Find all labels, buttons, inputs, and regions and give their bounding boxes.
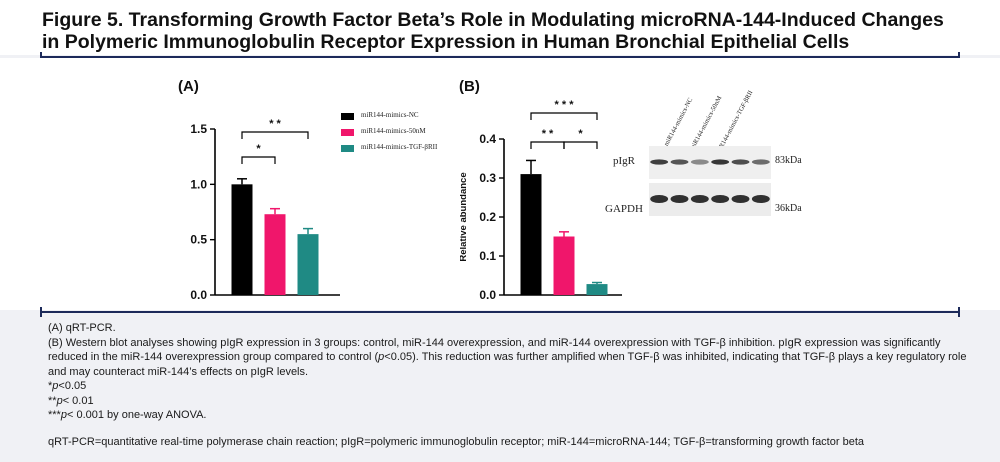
figure-title-line-1: Figure 5. Transforming Growth Factor Bet… <box>42 9 944 31</box>
chart-b: 0.0 0.1 0.2 0.3 0.4 Relative abundance * * * * *… <box>460 99 622 302</box>
blot-row-label-pigr: pIgR <box>613 155 635 167</box>
caption-sig-3-stars: *** <box>48 409 61 421</box>
caption-sig-2-stars: ** <box>48 394 57 407</box>
caption-sig-2: **p< 0.01 <box>48 394 968 409</box>
blot-panel-gapdh <box>649 183 771 216</box>
figure-panels <box>0 58 1000 310</box>
chart-a-sig-bracket-1 <box>241 131 309 139</box>
blot-lane-label-nc: miR144-mimics-NC <box>663 96 695 148</box>
blot-band-gapdh-1 <box>670 195 689 203</box>
blot-band-gapdh-5 <box>751 195 770 203</box>
chart-a-sig-label-1: * * <box>269 118 281 130</box>
chart-a-ytick-label-1: 0.5 <box>190 233 207 247</box>
caption-line-b-text-2: <0.05). This reduction was further ampli… <box>48 351 967 378</box>
blot-panel-pigr <box>649 146 771 179</box>
chart-b-sig-bracket-2 <box>530 112 598 120</box>
chart-a: 0.0 0.5 1.0 1.5 * * * <box>190 118 340 302</box>
panel-b-label: (B) <box>459 78 480 95</box>
caption-sig-3: ***p< 0.001 by one-way ANOVA. <box>48 408 968 423</box>
chart-a-ytick-label-0: 0.0 <box>190 288 207 302</box>
chart-a-bar-2 <box>297 234 319 295</box>
chart-a-ytick-label-3: 1.5 <box>190 122 207 136</box>
legend-swatch-tgf <box>341 145 354 152</box>
legend-swatch-nc <box>341 113 354 120</box>
chart-b-ytick-label-4: 0.4 <box>479 132 496 146</box>
caption-line-b: (B) Western blot analyses showing pIgR e… <box>48 336 968 380</box>
figure-title-line-2: in Polymeric Immunoglobulin Receptor Exp… <box>42 31 850 53</box>
blot-band-pigr-0 <box>650 159 669 165</box>
legend-label-50nm: miR144-mimics-50nM <box>361 127 426 135</box>
chart-b-sig-label-2: * * * <box>555 99 575 111</box>
chart-a-bar-1 <box>264 214 286 295</box>
caption-sig-1-p: p <box>52 380 59 392</box>
bottom-rule <box>40 307 960 317</box>
western-blot: miR144-mimics-NC miR144-mimics-50nM miR1… <box>605 82 802 232</box>
caption-sig-1: *p<0.05 <box>48 379 968 394</box>
chart-b-ytick-label-0: 0.0 <box>479 288 496 302</box>
blot-row-label-gapdh: GAPDH <box>605 203 643 215</box>
caption-sig-1-value: <0.05 <box>58 380 87 392</box>
figure-caption: (A) qRT-PCR. (B) Western blot analyses s… <box>48 321 968 449</box>
caption-abbreviations: qRT-PCR=quantitative real-time polymeras… <box>48 435 864 448</box>
chart-a-bar-0 <box>231 184 253 295</box>
blot-band-gapdh-3 <box>711 195 730 203</box>
caption-line-a: (A) qRT-PCR. <box>48 322 116 334</box>
chart-a-ytick-label-2: 1.0 <box>190 177 207 191</box>
legend-label-tgf: miR144-mimics-TGF-βRII <box>361 143 438 151</box>
panel-a-label: (A) <box>178 78 199 95</box>
chart-b-bar-0 <box>520 174 542 295</box>
caption-sig-3-p: p <box>60 409 67 421</box>
chart-b-sig-bracket-0 <box>530 141 565 149</box>
chart-b-ytick-label-3: 0.3 <box>479 171 496 185</box>
chart-b-bar-2 <box>586 284 608 295</box>
figure-title: Figure 5. Transforming Growth Factor Bet… <box>42 9 972 53</box>
top-rule <box>40 52 960 62</box>
chart-b-sig-label-1: * <box>578 128 583 140</box>
caption-line-b-text: (B) Western blot analyses showing pIgR e… <box>48 336 941 364</box>
blot-band-pigr-4 <box>731 159 750 165</box>
blot-size-pigr: 83kDa <box>775 155 802 166</box>
chart-b-sig-bracket-1 <box>563 141 598 149</box>
chart-b-bar-1 <box>553 236 575 295</box>
blot-band-pigr-5 <box>751 159 770 165</box>
chart-b-ytick-label-1: 0.1 <box>479 249 496 263</box>
caption-sig-3-value: < 0.001 by one-way ANOVA. <box>66 409 207 421</box>
caption-sig-1-stars: * <box>48 380 53 392</box>
blot-band-gapdh-2 <box>690 195 709 203</box>
blot-image <box>649 146 771 216</box>
blot-band-gapdh-4 <box>731 195 750 203</box>
chart-b-ytick-label-2: 0.2 <box>479 210 496 224</box>
chart-a-sig-label-0: * <box>256 143 261 155</box>
blot-band-pigr-2 <box>690 159 709 165</box>
caption-sig-2-p: p <box>56 394 63 407</box>
chart-b-sig-label-0: * * <box>542 128 554 140</box>
chart-a-sig-bracket-0 <box>241 156 276 164</box>
title-band: Figure 5. Transforming Growth Factor Bet… <box>0 0 1000 55</box>
caption-sig-2-value: < 0.01 <box>62 394 94 407</box>
blot-lane-label-50nm: miR144-mimics-50nM <box>689 95 724 152</box>
blot-band-gapdh-0 <box>650 195 669 203</box>
blot-band-pigr-1 <box>670 159 689 165</box>
legend-label-nc: miR144-mimics-NC <box>361 111 419 119</box>
legend-swatch-50nm <box>341 129 354 136</box>
blot-band-pigr-3 <box>711 159 730 165</box>
caption-line-b-p: p <box>378 351 385 363</box>
blot-size-gapdh: 36kDa <box>775 203 802 214</box>
chart-b-y-axis-title: Relative abundance <box>460 172 469 261</box>
